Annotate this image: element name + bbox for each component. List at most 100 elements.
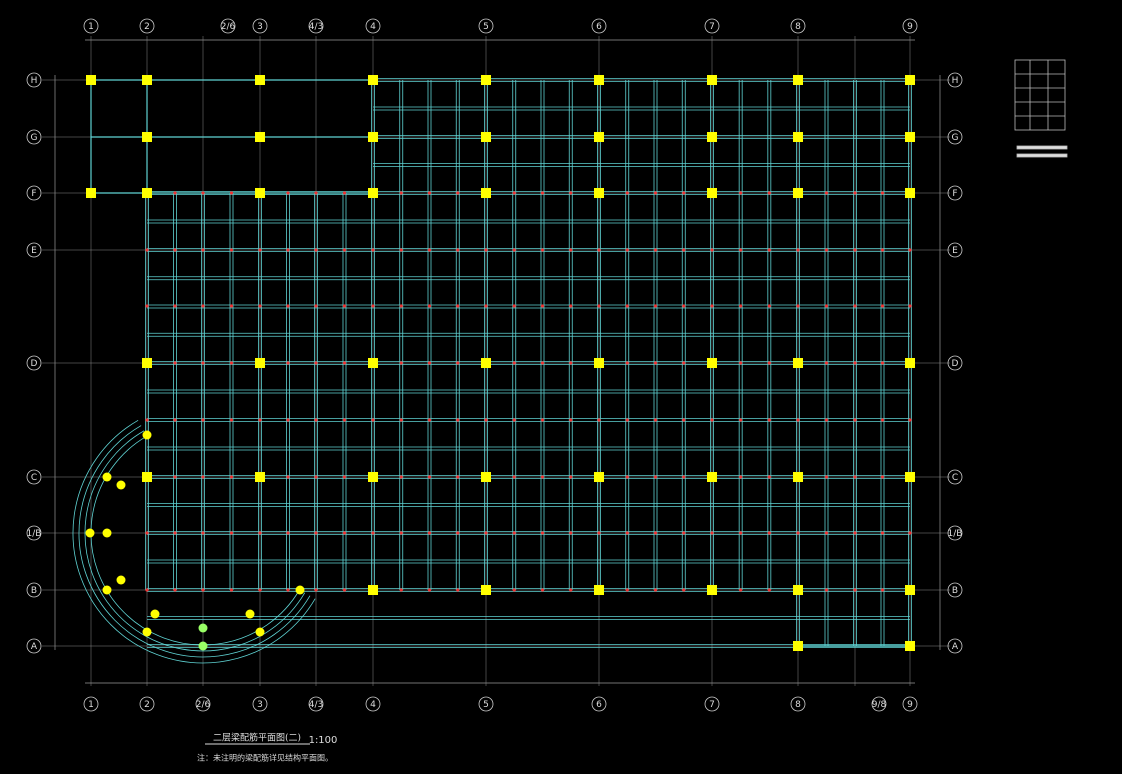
node: [456, 248, 460, 252]
node: [145, 248, 149, 252]
node: [173, 588, 177, 592]
axis-label: 4: [370, 22, 376, 32]
node: [484, 248, 488, 252]
node: [767, 418, 771, 422]
node: [512, 191, 516, 195]
column: [102, 472, 112, 482]
column: [594, 472, 604, 482]
column: [905, 132, 915, 142]
node: [880, 588, 885, 592]
node: [625, 418, 629, 422]
node: [427, 475, 432, 479]
node: [456, 304, 460, 308]
plan: 1 2 2/6 3 4/3 4 5 6 7 8 9 1 2 2/6 3 4/3 4 5 6 7 8 9/8 9 H H G G F F E…: [26, 18, 963, 712]
axis-label: 1: [88, 700, 94, 710]
node: [427, 531, 432, 535]
axis-bubble: [790, 18, 806, 34]
node: [229, 531, 234, 535]
node: [399, 361, 403, 365]
node: [456, 361, 460, 365]
axis-bubble: [947, 129, 963, 145]
column: [142, 132, 152, 142]
node: [286, 588, 290, 592]
node: [540, 418, 545, 422]
node: [286, 361, 290, 365]
column: [707, 472, 717, 482]
node: [853, 191, 857, 195]
axis-bubble: [252, 18, 268, 34]
axis-bubble: [947, 72, 963, 88]
node: [512, 248, 516, 252]
column: [86, 188, 96, 198]
node: [569, 304, 573, 308]
column: [245, 609, 255, 619]
node: [258, 248, 262, 252]
axis-label: 8: [795, 700, 801, 710]
axis-bubble: [947, 638, 963, 654]
node: [824, 361, 829, 365]
node: [540, 304, 545, 308]
axis-bubble: [26, 72, 42, 88]
column: [905, 75, 915, 85]
axis-label: F: [31, 189, 36, 199]
node: [908, 418, 912, 422]
node: [653, 475, 658, 479]
node: [456, 475, 460, 479]
node: [427, 248, 432, 252]
node: [540, 248, 545, 252]
axis-label: H: [31, 76, 38, 86]
node: [880, 418, 885, 422]
column: [255, 358, 265, 368]
node: [739, 361, 743, 365]
axis-label: 4/3: [309, 22, 323, 32]
node: [796, 418, 800, 422]
column: [150, 609, 160, 619]
column: [116, 480, 126, 490]
axis-bubble: [26, 582, 42, 598]
axis-label: 2/6: [196, 700, 211, 710]
axis-bubble: [704, 696, 720, 712]
node: [342, 588, 347, 592]
column: [793, 585, 803, 595]
node: [682, 588, 686, 592]
axis-bubble: [26, 129, 42, 145]
node: [625, 531, 629, 535]
node: [456, 588, 460, 592]
axis-label: G: [31, 133, 38, 143]
node: [512, 588, 516, 592]
axis-bubble: [26, 469, 42, 485]
node: [653, 361, 658, 365]
axis-bubble: [252, 696, 268, 712]
node: [710, 248, 714, 252]
node: [739, 304, 743, 308]
node: [739, 531, 743, 535]
node: [314, 418, 318, 422]
node: [229, 361, 234, 365]
node: [569, 191, 573, 195]
arc-beam: [78, 425, 311, 658]
node: [342, 248, 347, 252]
node: [399, 531, 403, 535]
node: [229, 304, 234, 308]
axis-label: 1: [88, 22, 94, 32]
node: [682, 304, 686, 308]
column: [102, 585, 112, 595]
axis-bubble: [195, 696, 211, 712]
node: [229, 475, 234, 479]
node: [625, 361, 629, 365]
column: [368, 358, 378, 368]
column: [142, 472, 152, 482]
axis-bubble: [902, 696, 918, 712]
node: [653, 191, 658, 195]
node: [201, 588, 205, 592]
column: [905, 585, 915, 595]
node: [597, 418, 601, 422]
axis-bubble: [478, 18, 494, 34]
axis-bubble: [26, 638, 42, 654]
node: [824, 191, 829, 195]
column: [905, 472, 915, 482]
node: [286, 475, 290, 479]
column: [255, 627, 265, 637]
node: [569, 475, 573, 479]
node: [201, 418, 205, 422]
